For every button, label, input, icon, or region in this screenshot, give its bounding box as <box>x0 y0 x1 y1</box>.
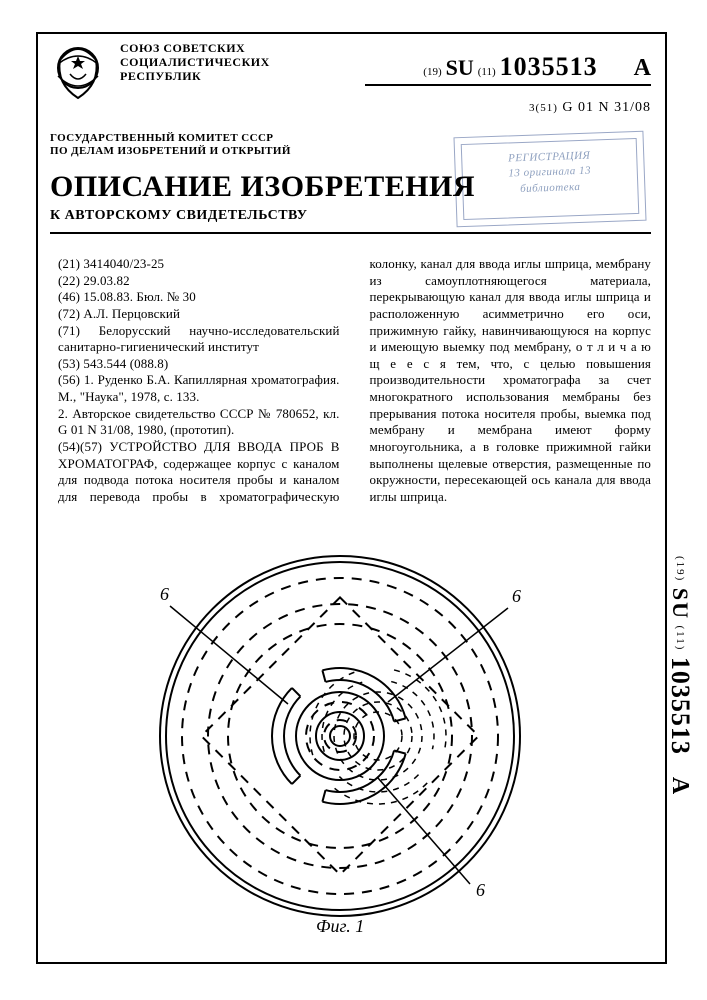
title-rule <box>50 232 651 234</box>
stamp-line-1: РЕГИСТРАЦИЯ <box>508 150 591 165</box>
pub-cc: SU <box>446 55 474 80</box>
issuer-line-3: РЕСПУБЛИК <box>120 69 201 83</box>
figure-1: 6 6 6 Фиг. 1 <box>110 546 570 946</box>
publication-number: (19) SU (11) 1035513 A <box>365 52 651 86</box>
stamp-line-2: 13 оригинала 13 <box>508 165 591 180</box>
issuer-name: СОЮЗ СОВЕТСКИХ СОЦИАЛИСТИЧЕСКИХ РЕСПУБЛИ… <box>120 42 310 83</box>
class-prefix: 3(51) <box>529 102 558 114</box>
classification: 3(51) G 01 N 31/08 <box>529 100 651 116</box>
side-publication-number: (19) SU (11) 1035513 A <box>665 556 695 796</box>
committee-line-1: ГОСУДАРСТВЕННЫЙ КОМИТЕТ СССР <box>50 132 273 144</box>
committee-line-2: ПО ДЕЛАМ ИЗОБРЕТЕНИЙ И ОТКРЫТИЙ <box>50 145 291 157</box>
body-text: (21) 3414040/23-25 (22) 29.03.82 (46) 15… <box>58 256 651 505</box>
pub-kind: A <box>634 55 651 81</box>
side-prefix: (19) <box>674 556 686 582</box>
issuer-line-2: СОЦИАЛИСТИЧЕСКИХ <box>120 55 270 69</box>
issuer-line-1: СОЮЗ СОВЕТСКИХ <box>120 41 245 55</box>
committee: ГОСУДАРСТВЕННЫЙ КОМИТЕТ СССР ПО ДЕЛАМ ИЗ… <box>50 132 350 158</box>
svg-text:6: 6 <box>160 584 169 604</box>
ussr-emblem-icon <box>50 42 106 102</box>
header: СОЮЗ СОВЕТСКИХ СОЦИАЛИСТИЧЕСКИХ РЕСПУБЛИ… <box>50 42 651 142</box>
doc-subtitle: К АВТОРСКОМУ СВИДЕТЕЛЬСТВУ <box>50 208 308 224</box>
side-number: 1035513 <box>666 657 695 755</box>
class-code: G 01 N 31/08 <box>562 100 651 115</box>
stamp-line-3: библиотека <box>520 181 581 195</box>
registration-stamp: РЕГИСТРАЦИЯ 13 оригинала 13 библиотека <box>453 131 646 228</box>
pub-prefix: (19) <box>423 66 441 78</box>
side-idx: (11) <box>674 625 686 651</box>
svg-text:6: 6 <box>476 880 485 900</box>
svg-text:6: 6 <box>512 586 521 606</box>
pub-number: 1035513 <box>500 52 598 82</box>
svg-text:Фиг. 1: Фиг. 1 <box>316 916 364 936</box>
side-kind: A <box>667 777 693 796</box>
body-columns: (21) 3414040/23-25 (22) 29.03.82 (46) 15… <box>58 256 651 526</box>
pub-idx: (11) <box>478 66 496 78</box>
doc-title: ОПИСАНИЕ ИЗОБРЕТЕНИЯ <box>50 170 475 204</box>
side-cc: SU <box>668 588 693 620</box>
